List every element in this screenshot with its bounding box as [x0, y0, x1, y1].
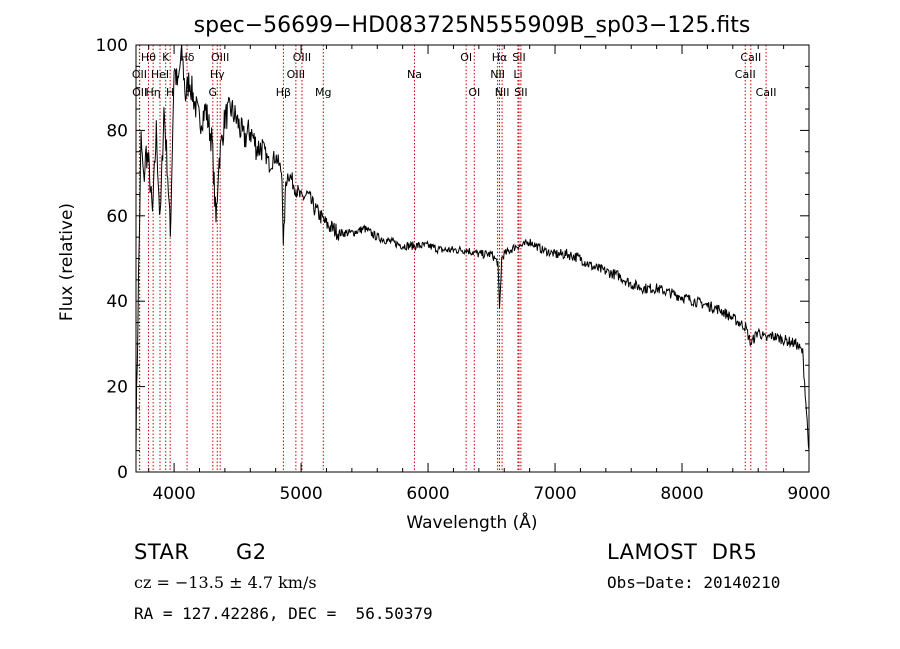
line-label-20: G [209, 86, 218, 99]
survey-name: LAMOST DR5 [607, 540, 758, 564]
line-label-13: Na [407, 68, 422, 81]
observation-date: Obs−Date: 20140210 [607, 573, 781, 592]
y-tick-label: 40 [106, 292, 128, 312]
line-label-23: OI [468, 86, 480, 99]
y-tick-label: 0 [117, 463, 128, 483]
spectrum-line [135, 44, 810, 453]
line-label-7: SII [512, 51, 525, 64]
y-axis-ticks: 0 20 40 60 80 100 [96, 36, 809, 483]
line-label-15: Li [513, 68, 522, 81]
line-label-1: K [162, 51, 170, 64]
y-tick-label: 20 [106, 378, 128, 398]
y-axis-label: Flux (relative) [57, 203, 77, 321]
line-label-8: CaII [740, 51, 761, 64]
line-label-0: Hθ [141, 51, 156, 64]
spectrum-series [135, 44, 810, 453]
y-tick-label: 60 [106, 207, 128, 227]
line-label-25: SII [514, 86, 527, 99]
chart-title: spec−56699−HD083725N555909B_sp03−125.fit… [194, 13, 751, 38]
x-tick-label: 7000 [533, 484, 576, 504]
x-axis-ticks: 4000 5000 6000 7000 8000 9000 [148, 45, 831, 504]
line-label-3: OIII [211, 51, 229, 64]
y-tick-label: 100 [96, 36, 128, 56]
line-label-26: CaII [756, 86, 777, 99]
line-label-21: Hβ [276, 86, 291, 99]
line-label-12: OIII [287, 68, 305, 81]
x-tick-label: 9000 [787, 484, 830, 504]
plot-frame [135, 44, 810, 473]
line-label-24: NII [495, 86, 510, 99]
line-label-22: Mg [315, 86, 331, 99]
line-label-10: HeI [151, 68, 169, 81]
x-tick-label: 4000 [152, 484, 195, 504]
line-label-6: Hα [492, 51, 508, 64]
velocity-readout: cz = −13.5 ± 4.7 km/s [134, 573, 317, 592]
y-tick-label: 80 [106, 121, 128, 141]
x-axis-label: Wavelength (Å) [406, 511, 537, 533]
object-class: STAR [134, 540, 190, 564]
coordinates: RA = 127.42286, DEC = 56.50379 [134, 604, 433, 623]
object-subclass: G2 [236, 540, 267, 564]
line-label-18: Hη [146, 86, 161, 99]
x-tick-label: 8000 [660, 484, 703, 504]
line-label-5: OI [460, 51, 472, 64]
line-label-11: Hγ [210, 68, 225, 81]
line-label-16: CaII [735, 68, 756, 81]
x-tick-label: 5000 [279, 484, 322, 504]
x-tick-label: 6000 [406, 484, 449, 504]
line-label-14: NII [490, 68, 505, 81]
line-label-4: OIII [293, 51, 311, 64]
line-label-19: H [166, 86, 174, 99]
